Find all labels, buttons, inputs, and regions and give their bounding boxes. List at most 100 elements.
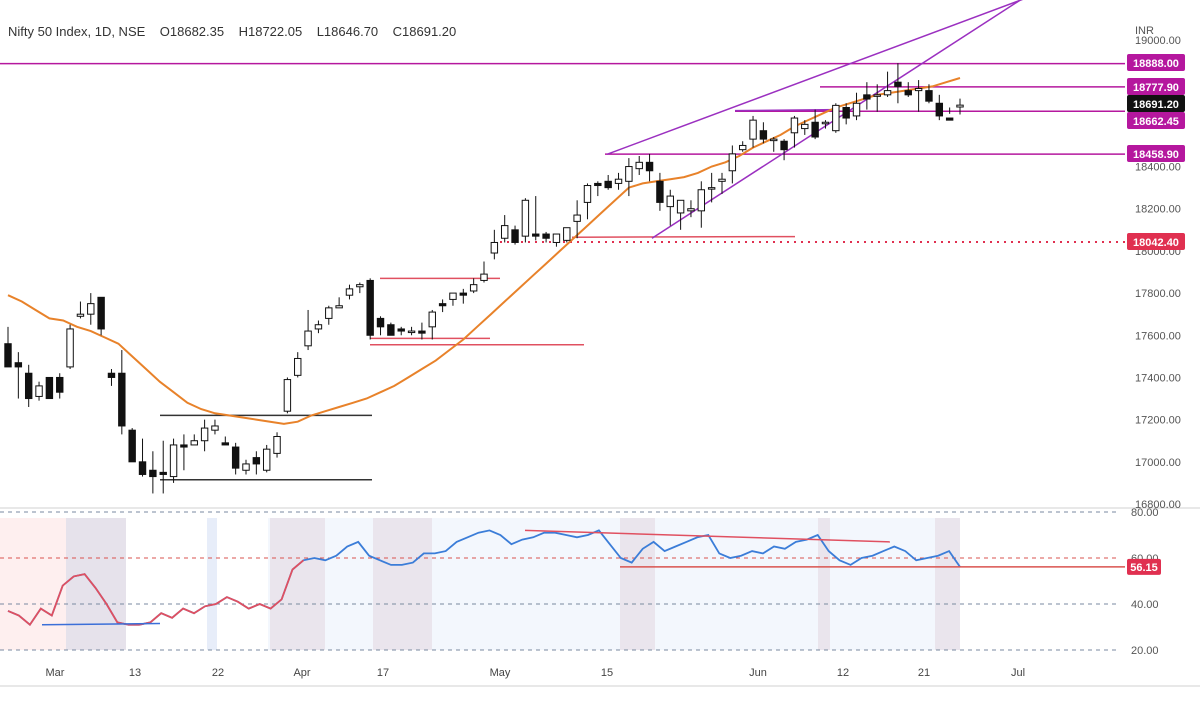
y-tick-label: 18200.00 — [1135, 204, 1181, 216]
candle — [801, 120, 809, 135]
candle — [438, 299, 447, 313]
y-tick-label: 18400.00 — [1135, 162, 1181, 174]
candle-body-up — [304, 330, 312, 347]
candle — [211, 419, 219, 435]
candle-body-down — [159, 471, 167, 475]
candle — [387, 322, 395, 336]
rsi-tick-label: 20.00 — [1131, 645, 1159, 657]
candle-body-down — [594, 182, 602, 187]
candle-body-down — [904, 90, 912, 96]
candle — [852, 92, 861, 121]
candle — [480, 261, 488, 283]
candle-body-up — [738, 144, 747, 151]
candle — [811, 109, 819, 140]
candle-body-up — [76, 313, 85, 317]
candle — [180, 434, 188, 471]
candle — [676, 199, 685, 230]
candle-body-down — [24, 372, 33, 400]
red-level-line — [571, 235, 796, 238]
candle-body-up — [294, 357, 302, 376]
candle-body-up — [873, 94, 881, 97]
x-tick-label: 21 — [918, 667, 930, 679]
candle-body-up — [335, 305, 343, 309]
wedge-base-line — [734, 108, 836, 112]
candle — [138, 438, 147, 477]
candle — [97, 296, 105, 336]
candle-body-down — [56, 376, 64, 393]
candle — [749, 115, 757, 148]
rsi-trendline — [524, 529, 891, 543]
candle-body-down — [45, 376, 54, 400]
x-tick-label: Jul — [1011, 667, 1025, 679]
candle-body-up — [283, 379, 292, 412]
candle-body-up — [770, 138, 778, 142]
candle-body-down — [645, 161, 654, 172]
price-tag-label: 18458.90 — [1133, 149, 1179, 161]
candle-body-down — [387, 324, 395, 336]
price-tag-label: 18042.40 — [1133, 237, 1179, 249]
candle-body-up — [573, 214, 581, 222]
price-tag-label: 18691.20 — [1133, 99, 1179, 111]
candle-body-down — [4, 343, 12, 368]
candle — [262, 444, 271, 473]
y-tick-label: 17200.00 — [1135, 415, 1181, 427]
candle — [500, 215, 509, 243]
candle-body-up — [728, 153, 737, 172]
y-tick-label: 17600.00 — [1135, 330, 1181, 342]
candle — [149, 451, 157, 494]
candle-body-up — [35, 385, 43, 397]
candle — [118, 350, 126, 435]
candle — [594, 181, 602, 197]
x-tick-label: 15 — [601, 667, 613, 679]
candle — [945, 107, 954, 121]
rsi-tick-label: 80.00 — [1131, 507, 1159, 519]
candle — [66, 324, 74, 370]
candle — [221, 436, 230, 446]
candle — [397, 326, 405, 336]
candle-body-down — [149, 469, 157, 478]
candle-body-up — [262, 448, 271, 471]
x-tick-label: May — [490, 667, 511, 679]
candle-body-down — [418, 330, 426, 334]
candle-body-up — [407, 330, 416, 334]
candle-body-up — [790, 117, 799, 134]
wedge-upper-line — [606, 0, 1024, 156]
open-value: O18682.35 — [159, 24, 225, 39]
candle — [252, 451, 261, 475]
rsi-band — [270, 518, 325, 650]
candle-body-down — [604, 180, 612, 189]
candle-body-up — [490, 241, 499, 254]
candle — [583, 183, 592, 220]
candle — [335, 297, 343, 309]
candle-body-up — [635, 161, 643, 170]
candle-body-up — [583, 185, 592, 203]
candle-body-down — [231, 446, 240, 469]
candle — [656, 172, 664, 211]
y-tick-label: 17800.00 — [1135, 288, 1181, 300]
rsi-band — [935, 518, 960, 650]
candle — [294, 352, 302, 378]
candle — [190, 434, 198, 446]
candle-body-up — [66, 328, 74, 368]
symbol-label: Nifty 50 Index, 1D, NSE — [8, 24, 146, 39]
candle — [687, 200, 695, 218]
candle — [759, 122, 768, 144]
candle — [376, 316, 385, 336]
candle-body-up — [707, 187, 716, 190]
candle — [283, 377, 292, 414]
y-tick-label: 17400.00 — [1135, 372, 1181, 384]
candle-body-up — [718, 178, 726, 182]
y-tick-label: 16800.00 — [1135, 499, 1181, 511]
candle-body-down — [14, 362, 23, 368]
rsi-band — [373, 518, 432, 650]
candle — [832, 103, 840, 133]
y-tick-label: 19000.00 — [1135, 35, 1181, 47]
candle-body-down — [863, 94, 871, 100]
candle — [666, 189, 674, 226]
candle — [56, 373, 64, 399]
candle-body-up — [428, 311, 436, 328]
candle — [418, 322, 426, 340]
candle-body-down — [438, 303, 447, 307]
candle — [35, 381, 43, 401]
